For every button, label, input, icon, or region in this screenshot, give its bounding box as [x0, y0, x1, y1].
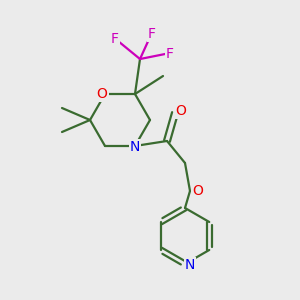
Text: N: N — [130, 140, 140, 154]
Text: F: F — [111, 32, 119, 46]
Text: O: O — [97, 87, 107, 101]
Text: F: F — [166, 47, 174, 61]
Text: F: F — [148, 27, 156, 41]
Text: N: N — [185, 258, 195, 272]
Text: O: O — [193, 184, 203, 198]
Text: O: O — [176, 104, 186, 118]
